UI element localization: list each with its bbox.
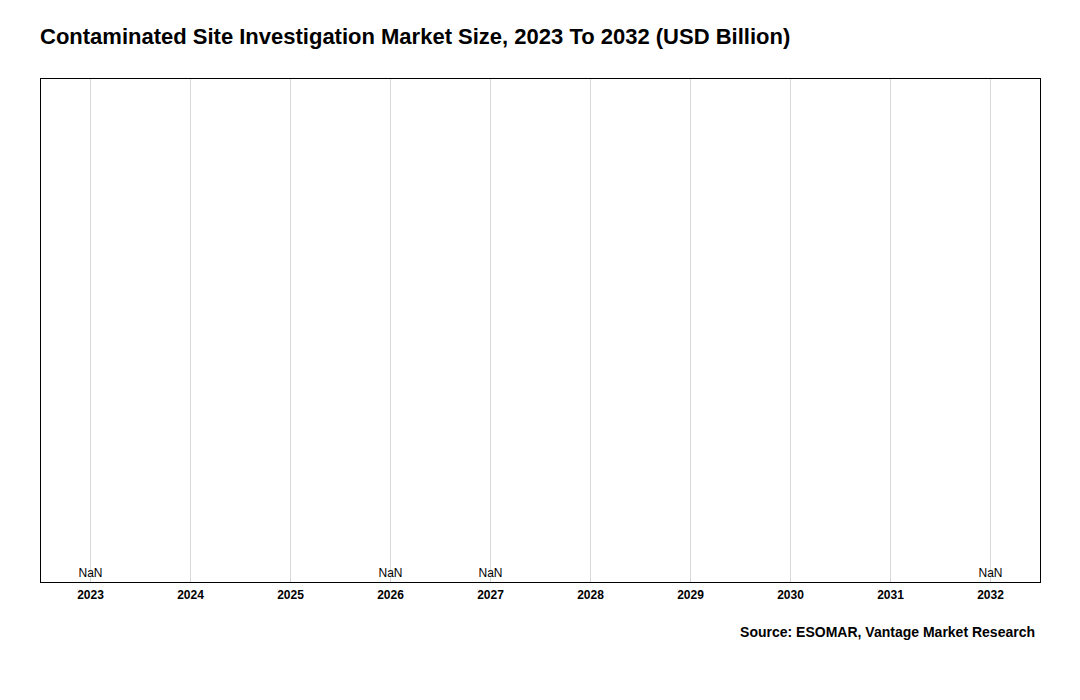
svg-text:2031: 2031 (877, 588, 904, 602)
svg-text:NaN: NaN (378, 566, 402, 580)
svg-text:2026: 2026 (377, 588, 404, 602)
svg-text:NaN: NaN (978, 566, 1002, 580)
svg-text:NaN: NaN (78, 566, 102, 580)
svg-text:2024: 2024 (177, 588, 204, 602)
svg-text:2027: 2027 (477, 588, 504, 602)
svg-text:2032: 2032 (977, 588, 1004, 602)
svg-text:2028: 2028 (577, 588, 604, 602)
svg-text:2025: 2025 (277, 588, 304, 602)
svg-text:2030: 2030 (777, 588, 804, 602)
html-text:Source: ESOMAR, Vantage Market: Source: ESOMAR, Vantage Market Research (740, 624, 1035, 640)
svg-text:2023: 2023 (77, 588, 104, 602)
svg-text:2029: 2029 (677, 588, 704, 602)
html-text:Contaminated Site Investigatio: Contaminated Site Investigation Market S… (40, 24, 791, 49)
svg-text:NaN: NaN (478, 566, 502, 580)
